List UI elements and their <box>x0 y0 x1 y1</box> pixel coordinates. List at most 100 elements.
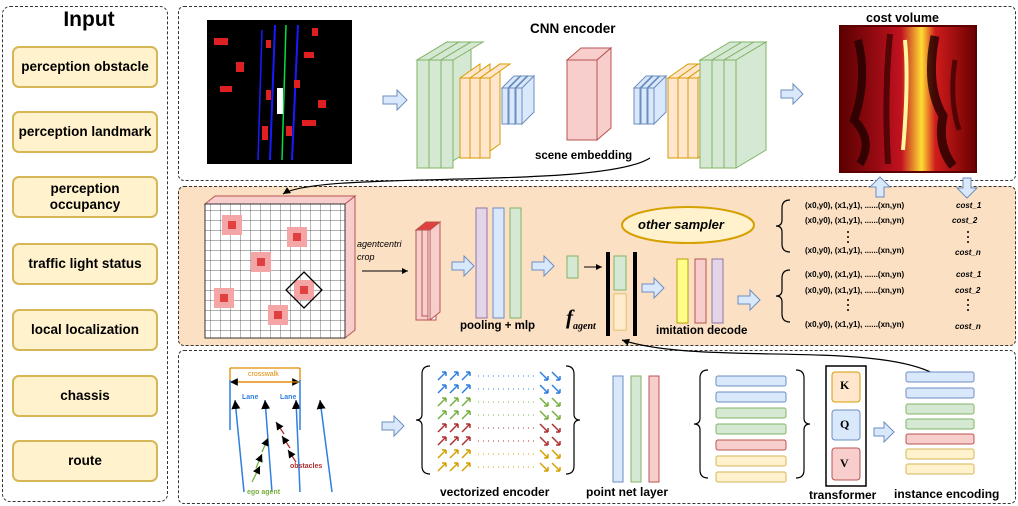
input-item-chassis: chassis <box>12 375 158 417</box>
mlp-arrow-icon <box>531 254 555 278</box>
vector-arrow-icon <box>437 384 447 394</box>
traj-line: (x0,y0), (x1,y1), ......(xn,yn) <box>805 216 905 225</box>
vector-arrow-icon <box>551 371 561 381</box>
vector-arrow-icon <box>449 371 459 381</box>
cropped-feature <box>414 220 442 322</box>
input-title: Input <box>63 8 115 31</box>
vector-arrow-icon <box>551 436 561 446</box>
cnn-encoder <box>415 41 768 169</box>
vector-map <box>229 367 333 493</box>
vector-arrow-icon <box>437 449 447 459</box>
cost-label: cost_n <box>955 248 981 257</box>
vector-arrow-icon <box>539 371 549 381</box>
traj-line: (x0,y0), (x1,y1), ......(xn,yn) <box>805 286 905 295</box>
cost-label: cost_2 <box>955 286 981 295</box>
traj-ellipsis <box>847 231 969 311</box>
input-panel <box>2 6 168 502</box>
vector-arrow-icon <box>551 462 561 472</box>
lane-label: Lane <box>242 394 259 401</box>
q-label: Q <box>840 417 850 431</box>
traj-line: (x0,y0), (x1,y1), ......(xn,yn) <box>805 320 905 329</box>
vector-arrow-icon <box>539 384 549 394</box>
cost-label: cost_n <box>955 322 981 331</box>
other-sampler-label: other sampler <box>638 217 724 232</box>
traj-line: (x0,y0), (x1,y1), ......(xn,yn) <box>805 246 905 255</box>
vector-arrow-icon <box>461 371 471 381</box>
arrow-2-icon <box>780 82 804 106</box>
f-agent-label: fagent <box>566 305 596 333</box>
ego-agent-label: ego agent <box>247 489 281 496</box>
vector-arrow-icon <box>437 410 447 420</box>
input-item-local-localization: local localization <box>12 309 158 351</box>
vectorized-encoder-label: vectorized encoder <box>440 485 550 499</box>
k-label: K <box>840 378 850 392</box>
vector-arrow-icon <box>551 384 561 394</box>
vector-arrow-icon <box>461 384 471 394</box>
cost-label: cost_2 <box>952 216 978 225</box>
cost-label: cost_1 <box>956 270 982 279</box>
crosswalk-label: crosswalk <box>248 371 279 378</box>
pool-arrow-icon <box>451 254 475 278</box>
vector-arrow-icon <box>461 462 471 472</box>
cost-volume-label: cost volume <box>866 11 939 25</box>
cost-volume-image <box>839 25 977 173</box>
vector-arrow-icon <box>539 436 549 446</box>
instance-encoding-bars <box>905 371 975 475</box>
cost-down-arrow-icon <box>955 177 979 199</box>
vector-arrow-icon <box>539 423 549 433</box>
vector-arrow-icon <box>381 414 405 438</box>
vector-arrow-icon <box>551 449 561 459</box>
crop-label: agentcentri crop <box>357 239 402 262</box>
vector-arrow-icon <box>461 436 471 446</box>
obstacles-label: obstacles <box>290 463 323 470</box>
input-item-perception-occupancy: perception occupancy <box>12 176 158 218</box>
vector-arrow-icon <box>437 436 447 446</box>
scene-embedding-connector <box>282 157 651 195</box>
pointnet-features <box>715 375 787 483</box>
bev-grid <box>203 194 357 340</box>
input-item-route: route <box>12 440 158 482</box>
traj-arrow-icon <box>737 288 761 312</box>
vector-arrow-icon <box>461 397 471 407</box>
imitation-decode-label: imitation decode <box>656 325 748 337</box>
vector-arrow-icon <box>551 423 561 433</box>
decode-arrow-icon <box>641 276 665 300</box>
vector-arrow-icon <box>437 397 447 407</box>
transformer-label: transformer <box>809 488 877 502</box>
vector-arrow-icon <box>539 410 549 420</box>
vector-arrow-icon <box>437 371 447 381</box>
vector-arrow-icon <box>449 436 459 446</box>
pooling-label: pooling + mlp <box>460 320 536 332</box>
input-item-perception-landmark: perception landmark <box>12 111 158 153</box>
vector-arrow-icon <box>449 423 459 433</box>
lane-label: Lane <box>280 394 297 401</box>
cost-up-arrow-icon <box>868 176 892 198</box>
cost-label: cost_1 <box>956 201 982 210</box>
vector-arrow-icon <box>449 410 459 420</box>
other-sampler-ellipse <box>621 206 755 244</box>
transformer-arrow-icon <box>873 420 895 444</box>
vector-arrow-icon <box>437 423 447 433</box>
instance-encoding-label: instance encoding <box>894 487 1000 501</box>
vector-arrow-icon <box>461 449 471 459</box>
point-net-label: point net layer <box>586 485 669 499</box>
v-label: V <box>840 456 849 470</box>
arrow-1-icon <box>382 88 408 112</box>
vectorized-arrows <box>437 371 561 472</box>
cnn-encoder-label: CNN encoder <box>530 21 616 36</box>
vector-arrow-icon <box>539 397 549 407</box>
vector-arrow-icon <box>539 449 549 459</box>
input-item-perception-obstacle: perception obstacle <box>12 46 158 88</box>
vector-arrow-icon <box>551 410 561 420</box>
bottom-panel <box>178 350 1016 504</box>
vector-arrow-icon <box>461 423 471 433</box>
perception-image <box>207 20 352 164</box>
vector-arrow-icon <box>449 449 459 459</box>
instance-to-agent-connector <box>621 338 939 377</box>
top-panel <box>178 6 1016 181</box>
vector-arrow-icon <box>449 384 459 394</box>
traj-line: (x0,y0), (x1,y1), ......(xn,yn) <box>805 201 905 210</box>
vector-arrow-icon <box>539 462 549 472</box>
